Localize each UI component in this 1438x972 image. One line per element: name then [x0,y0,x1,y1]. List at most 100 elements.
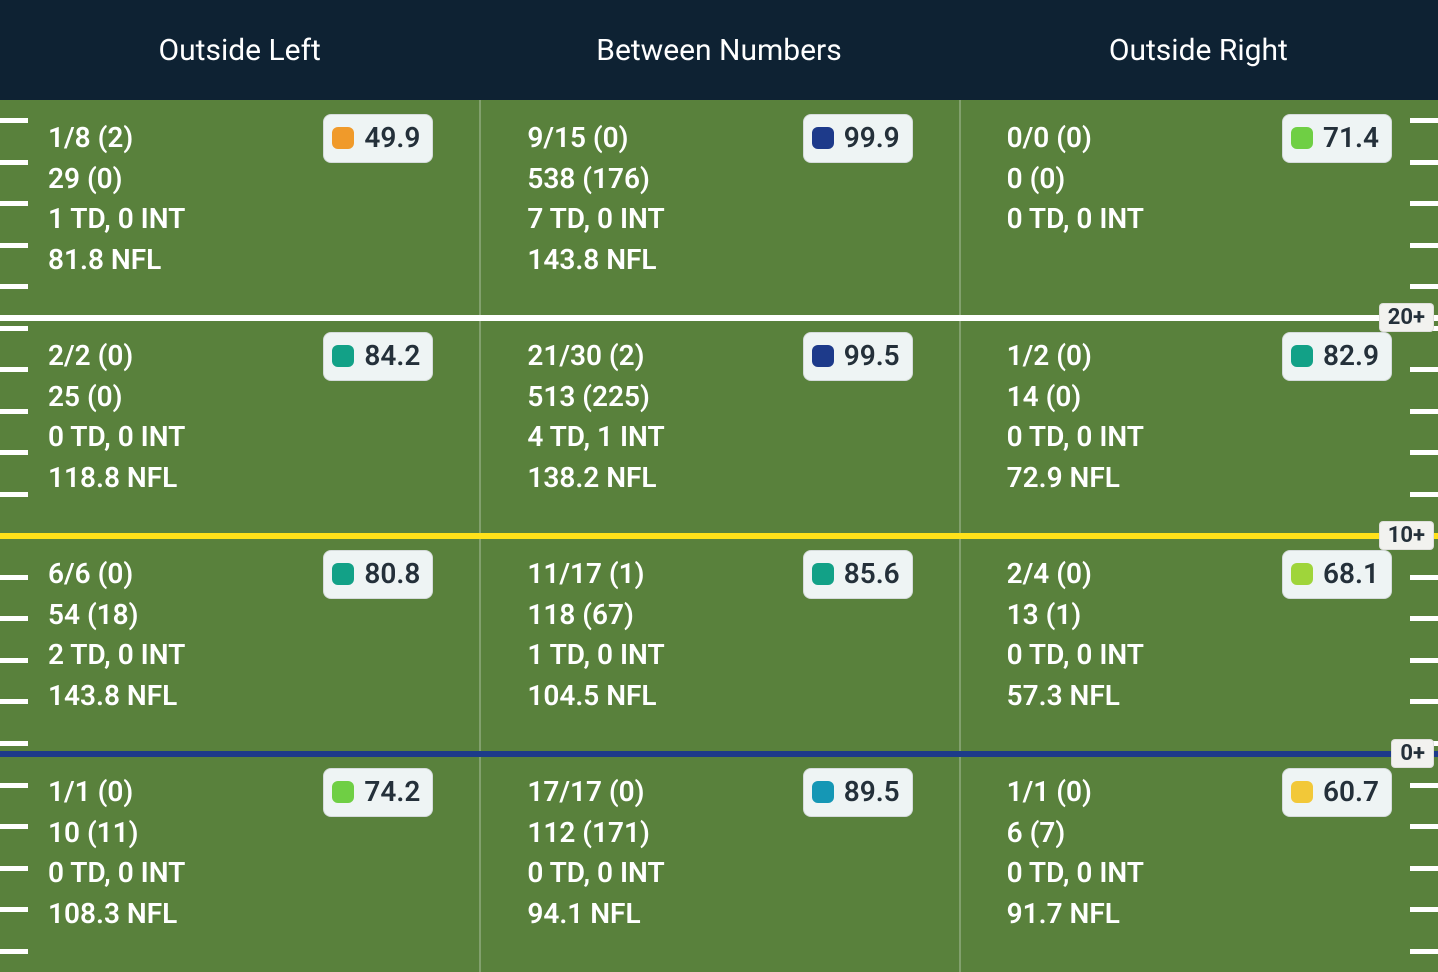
yard-line [0,315,1438,321]
stat-line: 25 (0) [48,377,431,418]
grade-badge: 85.6 [803,550,913,599]
grade-swatch [812,563,834,585]
column-header: Between Numbers [479,0,958,100]
stat-line: 104.5 NFL [527,676,910,717]
zone-cell: 21/30 (2)513 (225)4 TD, 1 INT138.2 NFL99… [479,318,958,536]
grade-badge: 89.5 [803,768,913,817]
yard-line [0,533,1438,539]
grade-swatch [1291,345,1313,367]
yard-line-label: 0+ [1391,739,1434,768]
zone-cell: 6/6 (0)54 (18)2 TD, 0 INT143.8 NFL80.8 [0,536,479,754]
grade-badge: 49.9 [323,114,433,163]
stat-line: 0 TD, 0 INT [1007,853,1390,894]
zone-cell: 1/8 (2)29 (0)1 TD, 0 INT81.8 NFL49.9 [0,100,479,318]
grade-value: 85.6 [844,554,900,595]
stat-line: 0 TD, 0 INT [1007,635,1390,676]
stat-line: 118.8 NFL [48,458,431,499]
yard-line-label: 10+ [1379,521,1434,550]
stat-line: 0 TD, 0 INT [48,853,431,894]
zone-row: 6/6 (0)54 (18)2 TD, 0 INT143.8 NFL80.811… [0,536,1438,754]
grade-swatch [812,781,834,803]
grade-value: 71.4 [1323,118,1379,159]
grade-badge: 99.9 [803,114,913,163]
grade-badge: 74.2 [323,768,433,817]
stat-line: 14 (0) [1007,377,1390,418]
grade-swatch [812,127,834,149]
stat-line: 94.1 NFL [527,894,910,935]
grade-badge: 84.2 [323,332,433,381]
grade-value: 80.8 [364,554,420,595]
stat-line: 13 (1) [1007,595,1390,636]
zone-cell: 0/0 (0)0 (0)0 TD, 0 INT71.4 [959,100,1438,318]
zone-cell: 1/1 (0)10 (11)0 TD, 0 INT108.3 NFL74.2 [0,754,479,972]
zone-cell: 17/17 (0)112 (171)0 TD, 0 INT94.1 NFL89.… [479,754,958,972]
stat-line: 143.8 NFL [48,676,431,717]
grade-badge: 68.1 [1282,550,1392,599]
passing-zone-chart: Outside LeftBetween NumbersOutside Right… [0,0,1438,972]
stat-line: 138.2 NFL [527,458,910,499]
grade-swatch [1291,127,1313,149]
stat-line: 2 TD, 0 INT [48,635,431,676]
grade-swatch [332,781,354,803]
yard-line [0,751,1438,757]
zone-cell: 2/4 (0)13 (1)0 TD, 0 INT57.3 NFL68.1 [959,536,1438,754]
stat-line: 0 TD, 0 INT [527,853,910,894]
stat-line: 10 (11) [48,813,431,854]
stat-line: 0 (0) [1007,159,1390,200]
stat-line: 54 (18) [48,595,431,636]
grade-badge: 82.9 [1282,332,1392,381]
zone-row: 1/1 (0)10 (11)0 TD, 0 INT108.3 NFL74.217… [0,754,1438,972]
grade-badge: 80.8 [323,550,433,599]
grade-value: 84.2 [364,336,420,377]
grade-value: 89.5 [844,772,900,813]
zone-row: 2/2 (0)25 (0)0 TD, 0 INT118.8 NFL84.221/… [0,318,1438,536]
stat-line: 4 TD, 1 INT [527,417,910,458]
field-grid: 1/8 (2)29 (0)1 TD, 0 INT81.8 NFL49.99/15… [0,100,1438,972]
stat-line: 72.9 NFL [1007,458,1390,499]
grade-swatch [812,345,834,367]
stat-line: 538 (176) [527,159,910,200]
zone-rows: 1/8 (2)29 (0)1 TD, 0 INT81.8 NFL49.99/15… [0,100,1438,972]
stat-line: 0 TD, 0 INT [1007,417,1390,458]
grade-value: 74.2 [364,772,420,813]
zone-row: 1/8 (2)29 (0)1 TD, 0 INT81.8 NFL49.99/15… [0,100,1438,318]
stat-line: 118 (67) [527,595,910,636]
zone-cell: 1/2 (0)14 (0)0 TD, 0 INT72.9 NFL82.9 [959,318,1438,536]
stat-line: 0 TD, 0 INT [48,417,431,458]
stat-line: 29 (0) [48,159,431,200]
stat-line: 57.3 NFL [1007,676,1390,717]
stat-line: 1 TD, 0 INT [527,635,910,676]
grade-swatch [332,345,354,367]
column-header: Outside Right [959,0,1438,100]
column-header-row: Outside LeftBetween NumbersOutside Right [0,0,1438,100]
grade-value: 49.9 [364,118,420,159]
yard-line-label: 20+ [1379,303,1434,332]
grade-badge: 71.4 [1282,114,1392,163]
stat-line: 513 (225) [527,377,910,418]
grade-value: 99.9 [844,118,900,159]
stat-line: 1 TD, 0 INT [48,199,431,240]
zone-cell: 9/15 (0)538 (176)7 TD, 0 INT143.8 NFL99.… [479,100,958,318]
grade-value: 68.1 [1323,554,1379,595]
stat-line: 112 (171) [527,813,910,854]
stat-line: 108.3 NFL [48,894,431,935]
stat-line: 91.7 NFL [1007,894,1390,935]
grade-badge: 60.7 [1282,768,1392,817]
zone-cell: 11/17 (1)118 (67)1 TD, 0 INT104.5 NFL85.… [479,536,958,754]
stat-line: 81.8 NFL [48,240,431,281]
stat-line: 7 TD, 0 INT [527,199,910,240]
grade-value: 99.5 [844,336,900,377]
zone-cell: 1/1 (0)6 (7)0 TD, 0 INT91.7 NFL60.7 [959,754,1438,972]
grade-badge: 99.5 [803,332,913,381]
column-header: Outside Left [0,0,479,100]
grade-swatch [1291,563,1313,585]
stat-line: 143.8 NFL [527,240,910,281]
grade-swatch [1291,781,1313,803]
grade-swatch [332,563,354,585]
zone-cell: 2/2 (0)25 (0)0 TD, 0 INT118.8 NFL84.2 [0,318,479,536]
grade-value: 60.7 [1323,772,1379,813]
grade-swatch [332,127,354,149]
stat-line: 6 (7) [1007,813,1390,854]
grade-value: 82.9 [1323,336,1379,377]
stat-line: 0 TD, 0 INT [1007,199,1390,240]
